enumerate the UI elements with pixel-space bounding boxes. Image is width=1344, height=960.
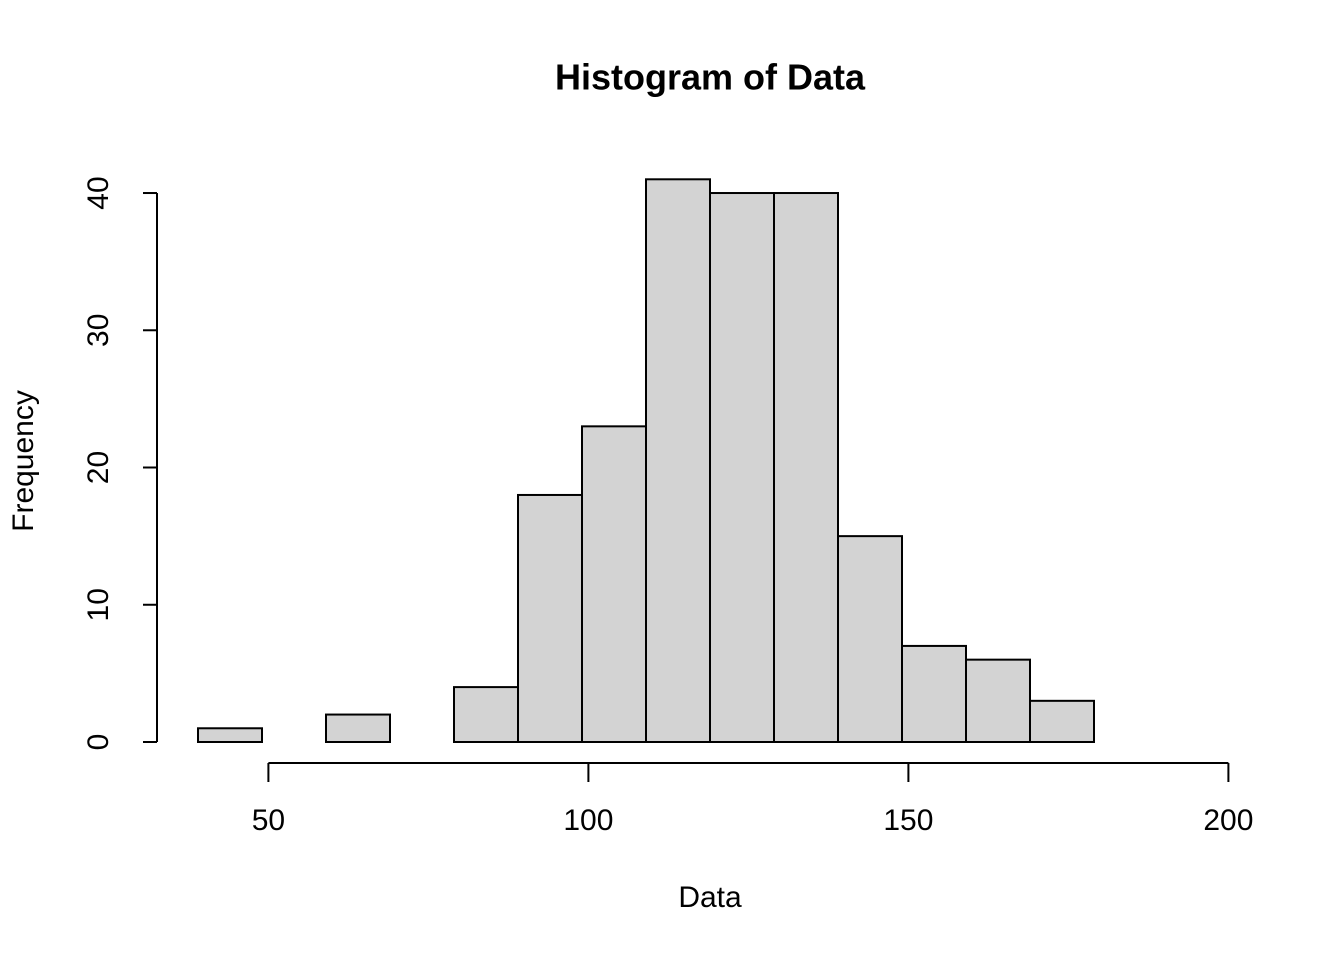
x-axis-label: Data xyxy=(678,881,742,914)
bar xyxy=(325,713,391,743)
chart-title: Histogram of Data xyxy=(555,57,866,98)
x-tick-label: 200 xyxy=(1203,804,1253,837)
bar xyxy=(197,727,263,744)
x-tick-label: 150 xyxy=(883,804,933,837)
bar xyxy=(773,192,839,743)
bar xyxy=(517,493,583,743)
y-tick-label: 20 xyxy=(82,451,115,484)
y-axis-label: Frequency xyxy=(7,390,40,532)
y-tick-label: 40 xyxy=(82,176,115,209)
y-tick-label: 10 xyxy=(82,588,115,621)
bar xyxy=(901,644,967,743)
bar xyxy=(1029,699,1095,744)
x-tick-label: 100 xyxy=(563,804,613,837)
bar xyxy=(965,658,1031,744)
y-tick-label: 0 xyxy=(82,734,115,751)
x-tick-label: 50 xyxy=(252,804,285,837)
bar xyxy=(453,686,519,743)
bar xyxy=(709,192,775,743)
y-tick-label: 30 xyxy=(82,314,115,347)
bar xyxy=(645,178,711,744)
bar xyxy=(837,535,903,744)
bar xyxy=(581,425,647,743)
